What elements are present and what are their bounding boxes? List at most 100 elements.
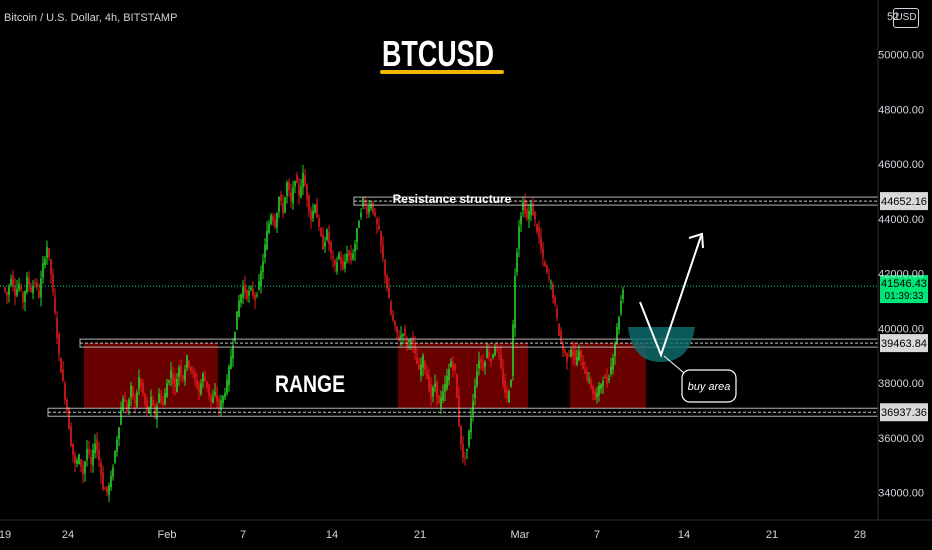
- current-price-tag: [880, 275, 928, 304]
- candle-body: [194, 372, 196, 380]
- candle-body: [582, 362, 584, 369]
- candle-body: [494, 346, 496, 356]
- candle-body: [198, 385, 200, 392]
- candle-body: [18, 284, 20, 290]
- projection-arrow: [639, 235, 702, 358]
- chart-title: BTCUSD: [382, 33, 494, 74]
- candle-body: [564, 349, 566, 354]
- candle-body: [126, 403, 128, 413]
- candle-body: [566, 352, 568, 362]
- candle-body: [568, 355, 570, 357]
- candle-body: [560, 330, 562, 342]
- candle-body: [444, 384, 446, 392]
- candle-body: [350, 252, 352, 261]
- x-tick-label: 28: [854, 529, 866, 541]
- candle-body: [64, 383, 66, 400]
- candle-body: [394, 320, 396, 326]
- candle-body: [492, 354, 494, 359]
- candle-body: [62, 369, 64, 381]
- buy-area-box: [681, 369, 737, 403]
- candle-body: [548, 276, 550, 279]
- candle-body: [552, 283, 554, 299]
- candle-body: [110, 476, 112, 488]
- level-price-tag-1: [880, 192, 928, 211]
- candle-body: [412, 336, 414, 345]
- candle-body: [78, 454, 80, 465]
- candle-body: [224, 392, 226, 398]
- candle-body: [102, 472, 104, 490]
- candle-body: [120, 410, 122, 425]
- level-price-label-1: 44652.16: [881, 196, 927, 208]
- candle-body: [30, 287, 32, 292]
- candle-body: [392, 314, 394, 321]
- candle-body: [214, 392, 216, 396]
- candle-body: [226, 379, 228, 394]
- candle-body: [342, 260, 344, 270]
- candle-body: [52, 273, 54, 292]
- candle-body: [382, 245, 384, 259]
- candle-body: [504, 380, 506, 393]
- candle-body: [200, 383, 202, 395]
- candle-body: [608, 378, 610, 381]
- candle-body: [10, 279, 12, 285]
- candle-body: [334, 260, 336, 266]
- candle-body: [20, 286, 22, 290]
- candle-body: [378, 225, 380, 230]
- candle-body: [258, 281, 260, 290]
- candle-body: [620, 301, 622, 314]
- candle-body: [452, 361, 454, 371]
- candle-body: [170, 371, 172, 379]
- candle-body: [606, 377, 608, 385]
- candle-body: [40, 278, 42, 298]
- range-label: RANGE: [275, 371, 345, 398]
- candle-body: [28, 278, 30, 286]
- candle-body: [460, 425, 462, 445]
- candle-body: [410, 339, 412, 342]
- candle-body: [322, 234, 324, 250]
- candle-body: [174, 378, 176, 387]
- candle-body: [118, 427, 120, 440]
- candle-body: [588, 378, 590, 380]
- candle-body: [380, 231, 382, 246]
- x-tick-label: Feb: [158, 529, 177, 541]
- candle-body: [310, 210, 312, 221]
- candle-body: [238, 300, 240, 317]
- x-tick-label: 21: [766, 529, 778, 541]
- candle-body: [374, 212, 376, 216]
- candle-body: [502, 368, 504, 386]
- candle-body: [446, 376, 448, 389]
- candle-body: [468, 430, 470, 447]
- candle-body: [302, 172, 304, 188]
- candle-body: [464, 456, 466, 458]
- candle-body: [294, 181, 296, 187]
- candle-body: [190, 366, 192, 371]
- candle-body: [332, 256, 334, 259]
- candle-body: [228, 366, 230, 385]
- candle-body: [80, 459, 82, 467]
- candle-body: [160, 394, 162, 402]
- candle-body: [108, 484, 110, 495]
- candle-body: [124, 399, 126, 403]
- level-price-label-3: 36937.36: [881, 407, 927, 419]
- candle-body: [362, 198, 364, 207]
- candle-body: [296, 174, 298, 183]
- candle-body: [416, 357, 418, 364]
- candle-body: [116, 439, 118, 452]
- candle-body: [6, 291, 8, 296]
- candle-body: [206, 381, 208, 388]
- candle-body: [260, 270, 262, 286]
- candle-body: [594, 391, 596, 401]
- candle-body: [428, 375, 430, 391]
- candle-body: [218, 398, 220, 409]
- candle-body: [498, 352, 500, 354]
- candle-body: [16, 289, 18, 296]
- title-underline: [380, 70, 504, 74]
- x-tick-label: 19: [0, 529, 11, 541]
- candle-body: [578, 351, 580, 361]
- candle-body: [616, 326, 618, 343]
- candle-body: [186, 355, 188, 368]
- currency-button[interactable]: USD: [893, 8, 919, 28]
- candle-body: [406, 338, 408, 347]
- candle-body: [188, 361, 190, 367]
